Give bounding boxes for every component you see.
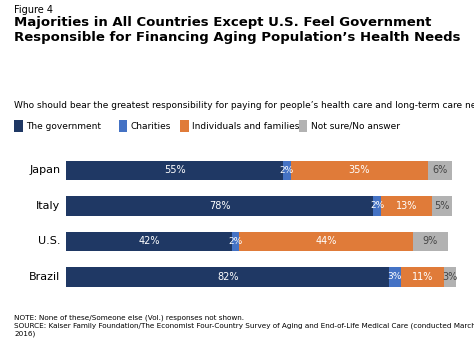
Bar xyxy=(283,160,291,180)
Text: Italy: Italy xyxy=(36,201,61,211)
Text: Who should bear the greatest responsibility for paying for people’s health care : Who should bear the greatest responsibil… xyxy=(14,101,474,110)
Text: 78%: 78% xyxy=(209,201,230,211)
Text: 3%: 3% xyxy=(388,272,402,282)
Bar xyxy=(232,231,239,251)
Text: FOUNDATION: FOUNDATION xyxy=(404,341,445,346)
Bar xyxy=(66,231,232,251)
Bar xyxy=(291,160,428,180)
Text: 2%: 2% xyxy=(370,201,384,211)
Bar xyxy=(428,160,452,180)
Bar xyxy=(239,231,412,251)
Text: Figure 4: Figure 4 xyxy=(14,5,53,15)
Text: NOTE: None of these/Someone else (Vol.) responses not shown.
SOURCE: Kaiser Fami: NOTE: None of these/Someone else (Vol.) … xyxy=(14,314,474,337)
Text: 2%: 2% xyxy=(228,237,243,246)
Text: Japan: Japan xyxy=(29,165,61,175)
Bar xyxy=(381,196,432,215)
Text: 13%: 13% xyxy=(396,201,417,211)
Bar xyxy=(66,267,389,287)
Text: 6%: 6% xyxy=(432,165,448,175)
Text: 5%: 5% xyxy=(434,201,450,211)
Bar xyxy=(401,267,444,287)
Text: 9%: 9% xyxy=(423,236,438,246)
Bar xyxy=(432,196,452,215)
Text: 35%: 35% xyxy=(349,165,370,175)
Text: 82%: 82% xyxy=(217,272,238,282)
Text: 11%: 11% xyxy=(412,272,433,282)
Text: Individuals and families: Individuals and families xyxy=(192,121,300,131)
Text: U.S.: U.S. xyxy=(38,236,61,246)
Bar xyxy=(412,231,448,251)
Text: Majorities in All Countries Except U.S. Feel Government
Responsible for Financin: Majorities in All Countries Except U.S. … xyxy=(14,16,461,44)
Bar xyxy=(444,267,456,287)
Text: 42%: 42% xyxy=(138,236,160,246)
Text: Not sure/No answer: Not sure/No answer xyxy=(311,121,400,131)
Bar xyxy=(66,196,373,215)
Text: 44%: 44% xyxy=(315,236,337,246)
Text: FAMILY: FAMILY xyxy=(411,332,438,337)
Bar xyxy=(66,160,283,180)
Text: The government: The government xyxy=(27,121,101,131)
Text: 55%: 55% xyxy=(164,165,185,175)
Text: Charities: Charities xyxy=(131,121,171,131)
Text: 3%: 3% xyxy=(442,272,457,282)
Text: Brazil: Brazil xyxy=(29,272,61,282)
Text: KAISER: KAISER xyxy=(410,321,438,327)
Bar xyxy=(389,267,401,287)
Bar xyxy=(373,196,381,215)
Text: 2%: 2% xyxy=(280,166,294,175)
